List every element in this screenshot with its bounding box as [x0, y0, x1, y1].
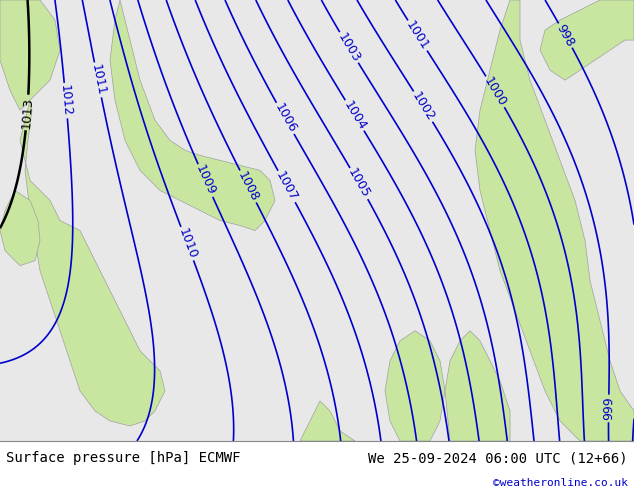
- Polygon shape: [20, 100, 165, 426]
- Text: 1002: 1002: [409, 90, 437, 123]
- Text: 1013: 1013: [20, 96, 35, 129]
- Text: 1000: 1000: [481, 75, 509, 109]
- Polygon shape: [110, 0, 275, 230]
- Text: 1007: 1007: [273, 170, 300, 203]
- Text: 1009: 1009: [193, 163, 217, 197]
- Text: 1004: 1004: [341, 98, 368, 132]
- Text: 1012: 1012: [58, 84, 74, 117]
- Polygon shape: [0, 0, 60, 110]
- Text: 1005: 1005: [346, 167, 373, 200]
- Text: We 25-09-2024 06:00 UTC (12+66): We 25-09-2024 06:00 UTC (12+66): [368, 451, 628, 465]
- Text: 1008: 1008: [235, 170, 261, 204]
- Text: 1010: 1010: [176, 226, 199, 261]
- Polygon shape: [0, 191, 40, 266]
- Polygon shape: [300, 401, 355, 441]
- Polygon shape: [385, 331, 445, 441]
- Text: 998: 998: [554, 22, 577, 49]
- Text: 1011: 1011: [88, 63, 107, 97]
- Text: Surface pressure [hPa] ECMWF: Surface pressure [hPa] ECMWF: [6, 451, 241, 465]
- Polygon shape: [445, 331, 510, 441]
- Polygon shape: [540, 0, 634, 80]
- Text: 1003: 1003: [335, 30, 363, 64]
- Text: 1006: 1006: [272, 101, 299, 135]
- Text: 999: 999: [602, 396, 616, 420]
- Text: ©weatheronline.co.uk: ©weatheronline.co.uk: [493, 478, 628, 488]
- Polygon shape: [475, 0, 634, 441]
- Text: 1001: 1001: [403, 19, 432, 52]
